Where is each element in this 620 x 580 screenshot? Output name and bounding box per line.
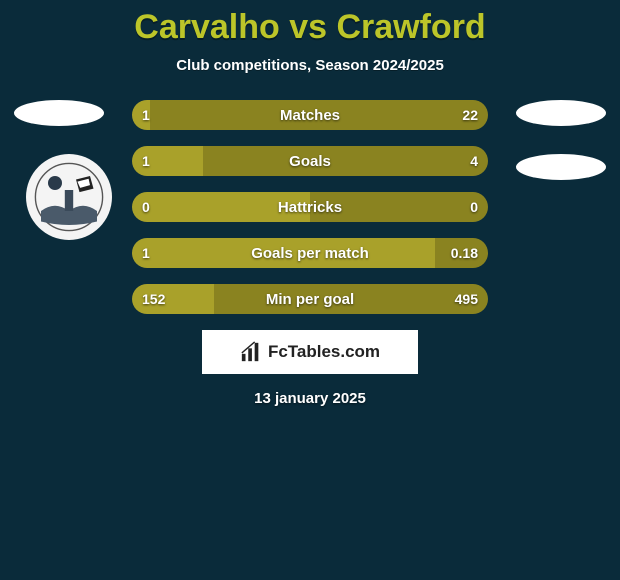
bar-label: Goals (132, 153, 488, 170)
left-club-badge (26, 154, 112, 240)
bar-chart-icon (240, 341, 262, 363)
stat-bar: 152Min per goal495 (132, 284, 488, 314)
left-player-oval-1 (14, 100, 104, 126)
bar-value-right: 0.18 (441, 238, 488, 268)
comparison-content: 1Matches22 1Goals4 0Hattricks0 1Goals per m… (0, 100, 620, 407)
stat-bar: 1Goals per match0.18 (132, 238, 488, 268)
page-subtitle: Club competitions, Season 2024/2025 (0, 57, 620, 74)
bar-value-right: 22 (452, 100, 488, 130)
bar-value-right: 0 (460, 192, 488, 222)
bar-value-right: 4 (460, 146, 488, 176)
stat-bar: 1Matches22 (132, 100, 488, 130)
bar-value-right: 495 (445, 284, 488, 314)
right-player-oval-2 (516, 154, 606, 180)
left-player-column (0, 100, 110, 240)
stat-bar: 0Hattricks0 (132, 192, 488, 222)
bar-label: Hattricks (132, 199, 488, 216)
bar-label: Matches (132, 107, 488, 124)
stat-bar: 1Goals4 (132, 146, 488, 176)
page-title: Carvalho vs Crawford (0, 0, 620, 47)
brand-box: FcTables.com (202, 330, 418, 374)
right-player-oval-1 (516, 100, 606, 126)
bar-label: Goals per match (132, 245, 488, 262)
bar-label: Min per goal (132, 291, 488, 308)
brand-text: FcTables.com (268, 342, 380, 362)
date-text: 13 january 2025 (0, 390, 620, 407)
club-crest-icon (34, 162, 104, 232)
stat-bars: 1Matches22 1Goals4 0Hattricks0 1Goals per m… (132, 100, 488, 314)
right-player-column (510, 100, 620, 208)
